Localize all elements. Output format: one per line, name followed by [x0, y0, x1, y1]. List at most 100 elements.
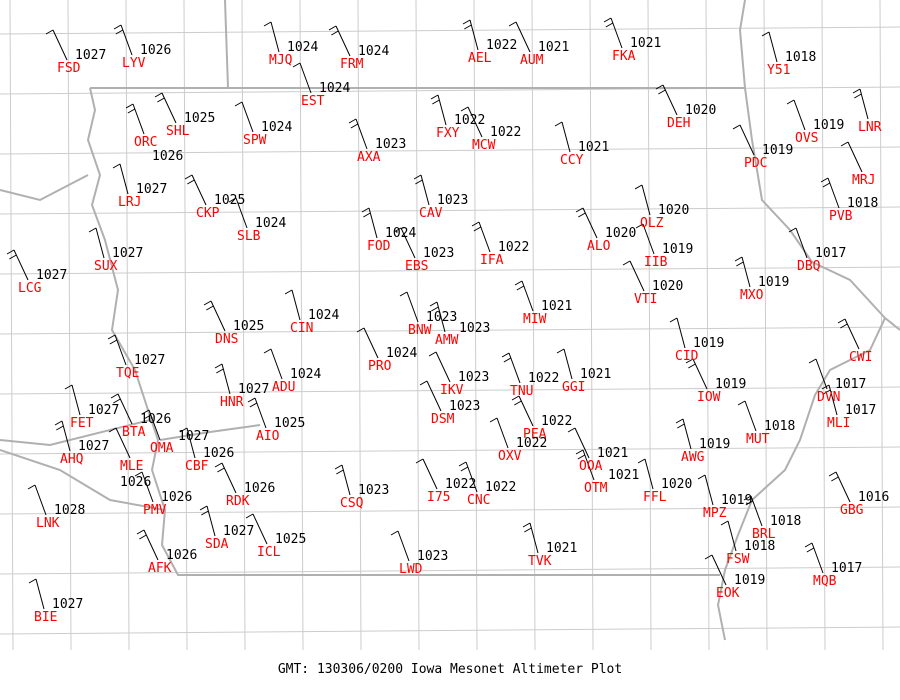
wind-barb-icon [214, 462, 237, 494]
station-id: ICL [257, 545, 281, 560]
altimeter-value: 1016 [858, 490, 889, 505]
wind-barb-icon [430, 94, 447, 126]
station-id: PEA [523, 427, 547, 442]
altimeter-value: 1018 [744, 539, 775, 554]
station-id: VTI [634, 292, 657, 307]
station-id: CWI [849, 350, 872, 365]
station-id: CAV [419, 206, 443, 221]
station-id: CSQ [340, 496, 364, 511]
altimeter-value: 1026 [140, 412, 171, 427]
altimeter-value: 1023 [358, 483, 389, 498]
station-id: OOA [579, 459, 603, 474]
county-line [9, 0, 14, 651]
wind-barb-icon [720, 520, 737, 552]
station-id: MRJ [852, 173, 875, 188]
altimeter-value: 1017 [831, 561, 862, 576]
wind-barb-icon [199, 505, 216, 537]
altimeter-value: 1026 [166, 548, 197, 563]
wind-barb-icon [108, 427, 131, 459]
county-line [183, 0, 188, 651]
wind-barb-icon [64, 384, 81, 416]
wind-barb-icon [734, 256, 751, 288]
wind-barb-icon [840, 141, 863, 173]
state-border [716, 87, 887, 641]
county-line [0, 626, 900, 635]
altimeter-value: 1026 [203, 446, 234, 461]
station-id: EST [301, 94, 325, 109]
wind-barb-icon [514, 280, 534, 312]
wind-barb-icon [508, 21, 531, 53]
station-id: DVN [817, 390, 840, 405]
station-id: I75 [427, 490, 450, 505]
altimeter-value: 1022 [445, 477, 476, 492]
station-id: ALO [587, 239, 611, 254]
station-id: RDK [226, 494, 250, 509]
wind-barb-icon [110, 393, 133, 425]
station-id: LRJ [118, 195, 141, 210]
altimeter-value: 1025 [275, 532, 306, 547]
wind-barb-icon [263, 348, 283, 380]
altimeter-value: 1019 [715, 377, 746, 392]
station-id: PMV [143, 503, 167, 518]
station-id: FXY [436, 126, 460, 141]
county-line [125, 0, 130, 651]
station-id: GGI [562, 380, 585, 395]
wind-barb-icon [88, 227, 105, 259]
station-id: FFL [643, 490, 667, 505]
wind-barb-icon [821, 384, 838, 416]
altimeter-value: 1026 [161, 490, 192, 505]
county-line [589, 0, 594, 651]
altimeter-value: 1022 [454, 113, 485, 128]
altimeter-value: 1019 [662, 242, 693, 257]
altimeter-value: 1024 [319, 81, 350, 96]
station-id: DBQ [797, 259, 821, 274]
wind-barb-icon [361, 207, 378, 239]
county-line [0, 386, 900, 395]
county-line [299, 0, 304, 651]
station-id: AMW [435, 333, 459, 348]
wind-barb-icon [428, 351, 451, 383]
station-id: LWD [399, 562, 423, 577]
station-id: BRL [752, 527, 776, 542]
station-id: TNU [510, 384, 533, 399]
wind-barb-icon [6, 249, 29, 281]
station-id: PDC [744, 156, 767, 171]
wind-barb-icon [154, 92, 177, 124]
station-id: HNR [220, 395, 244, 410]
station-oma: OMA 1027 [150, 429, 209, 456]
station-id: MXO [740, 288, 764, 303]
wind-barb-icon [655, 84, 678, 116]
wind-barb-icon [501, 352, 521, 384]
wind-barb-icon [732, 124, 755, 156]
station-id: MLE [120, 459, 143, 474]
wind-barb-icon [54, 420, 71, 452]
state-border [86, 87, 720, 576]
wind-barb-icon [852, 88, 869, 120]
